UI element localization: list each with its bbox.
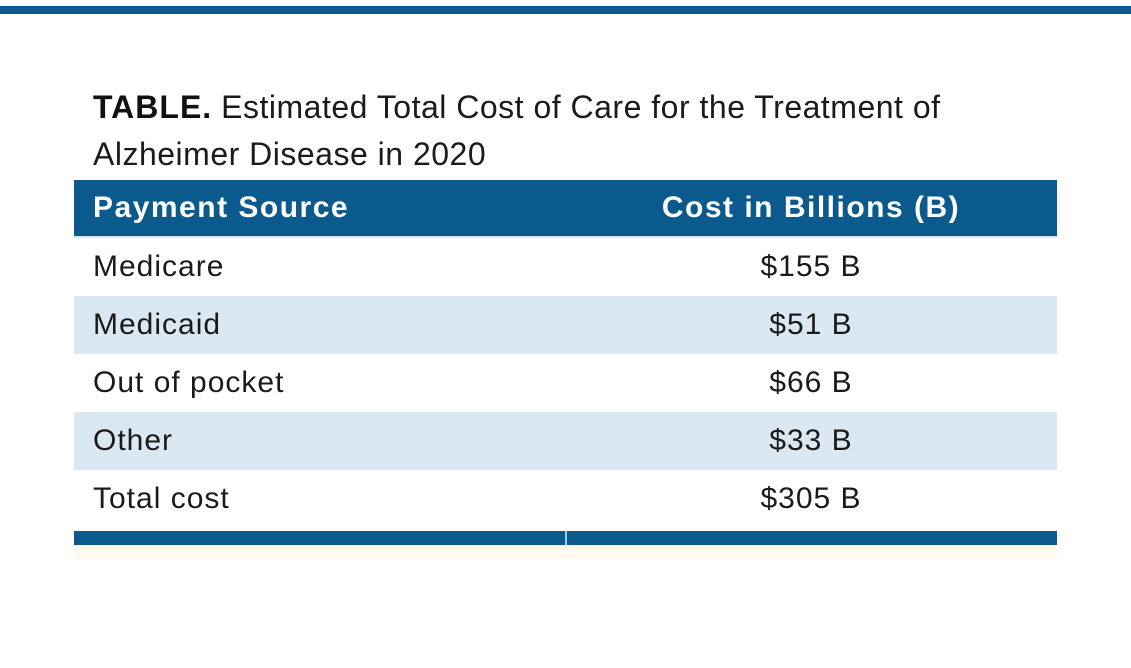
column-header-cost-in-billions: Cost in Billions (B)	[661, 191, 961, 224]
table-row: Medicare $155 B	[74, 238, 1057, 296]
table-row: Other $33 B	[74, 412, 1057, 470]
figure-title: TABLE. Estimated Total Cost of Care for t…	[93, 84, 1093, 178]
table-label: TABLE.	[93, 89, 213, 125]
title-line2: Alzheimer Disease in 2020	[93, 136, 487, 172]
payment-source-cell: Out of pocket	[93, 366, 285, 399]
column-header-payment-source: Payment Source	[93, 191, 350, 224]
cost-table: Payment Source Cost in Billions (B) Medi…	[74, 180, 1057, 528]
table-row: Out of pocket $66 B	[74, 354, 1057, 412]
payment-source-cell: Other	[93, 424, 174, 457]
bottom-rule-divider	[565, 531, 567, 545]
cost-cell: $51 B	[769, 308, 853, 341]
cost-cell: $66 B	[769, 366, 853, 399]
title-line1: Estimated Total Cost of Care for the Tre…	[221, 89, 941, 125]
bottom-accent-rule	[74, 531, 1057, 545]
table-row: Medicaid $51 B	[74, 296, 1057, 354]
cost-cell: $155 B	[760, 250, 862, 283]
bottom-faint-band	[74, 546, 1057, 559]
table-row-total: Total cost $305 B	[74, 470, 1057, 528]
payment-source-cell: Medicaid	[93, 308, 222, 341]
cost-cell: $33 B	[769, 424, 853, 457]
table-header-row: Payment Source Cost in Billions (B)	[74, 180, 1057, 238]
top-accent-rule	[0, 6, 1131, 14]
payment-source-cell: Medicare	[93, 250, 225, 283]
payment-source-cell: Total cost	[93, 482, 230, 515]
cost-cell: $305 B	[760, 482, 862, 515]
